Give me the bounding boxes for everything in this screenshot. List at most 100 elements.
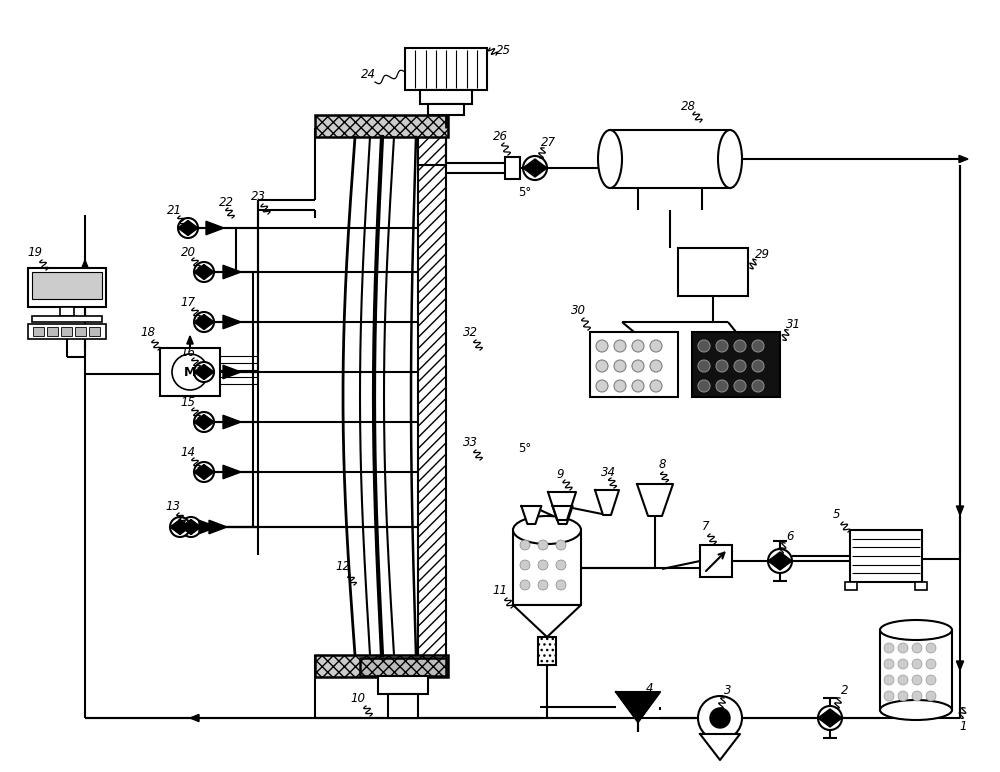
Text: 5: 5 — [833, 509, 841, 522]
Circle shape — [650, 360, 662, 372]
Text: 11: 11 — [492, 584, 508, 597]
Circle shape — [912, 675, 922, 685]
Polygon shape — [818, 709, 830, 727]
Circle shape — [172, 354, 208, 390]
Ellipse shape — [598, 130, 622, 188]
Bar — [418, 128, 446, 676]
Bar — [505, 157, 520, 179]
Bar — [420, 90, 472, 104]
Circle shape — [898, 691, 908, 701]
Circle shape — [768, 549, 792, 573]
Circle shape — [178, 218, 198, 238]
Text: 26: 26 — [492, 130, 508, 144]
Text: M: M — [184, 365, 196, 378]
Circle shape — [716, 380, 728, 392]
Circle shape — [898, 675, 908, 685]
Circle shape — [698, 696, 742, 740]
Bar — [538, 637, 556, 665]
Ellipse shape — [880, 620, 952, 640]
Ellipse shape — [513, 516, 581, 544]
Polygon shape — [223, 266, 241, 279]
Bar — [28, 268, 106, 307]
Text: 24: 24 — [360, 69, 376, 82]
Circle shape — [632, 340, 644, 352]
Bar — [678, 248, 748, 296]
Circle shape — [926, 659, 936, 669]
Bar — [360, 658, 446, 676]
Polygon shape — [209, 520, 227, 533]
Ellipse shape — [880, 700, 952, 720]
Text: 33: 33 — [462, 435, 478, 449]
Text: 18: 18 — [140, 326, 156, 338]
Polygon shape — [204, 415, 214, 429]
Circle shape — [752, 360, 764, 372]
Circle shape — [898, 659, 908, 669]
Circle shape — [596, 360, 608, 372]
Circle shape — [614, 360, 626, 372]
Circle shape — [523, 156, 547, 180]
Circle shape — [614, 340, 626, 352]
Text: 8: 8 — [658, 459, 666, 472]
Text: 6: 6 — [786, 530, 794, 543]
Polygon shape — [956, 506, 964, 515]
Circle shape — [884, 691, 894, 701]
Text: 5°: 5° — [518, 442, 532, 455]
Polygon shape — [768, 552, 780, 570]
Polygon shape — [535, 159, 547, 177]
Polygon shape — [187, 336, 193, 344]
Text: 2: 2 — [841, 685, 849, 697]
Text: 34: 34 — [600, 466, 616, 479]
Circle shape — [698, 360, 710, 372]
Circle shape — [818, 706, 842, 730]
Circle shape — [884, 659, 894, 669]
Circle shape — [556, 540, 566, 550]
Polygon shape — [595, 490, 619, 515]
Circle shape — [734, 380, 746, 392]
Polygon shape — [223, 365, 241, 379]
Bar — [845, 582, 857, 590]
Circle shape — [556, 580, 566, 590]
Text: 19: 19 — [28, 246, 42, 259]
Polygon shape — [223, 315, 241, 329]
Polygon shape — [199, 520, 217, 533]
Circle shape — [181, 517, 201, 537]
Circle shape — [194, 362, 214, 382]
Polygon shape — [180, 520, 190, 534]
Circle shape — [926, 675, 936, 685]
Circle shape — [752, 380, 764, 392]
Bar — [160, 348, 220, 396]
Bar — [28, 324, 106, 340]
Bar — [692, 332, 780, 397]
Text: 4: 4 — [646, 682, 654, 696]
Circle shape — [520, 560, 530, 570]
Bar — [700, 545, 732, 577]
Bar — [47, 327, 58, 337]
Bar — [915, 582, 927, 590]
Polygon shape — [637, 484, 673, 516]
Polygon shape — [956, 661, 964, 670]
Polygon shape — [616, 692, 660, 722]
Circle shape — [170, 517, 190, 537]
Bar — [880, 630, 952, 710]
Bar — [75, 327, 86, 337]
Polygon shape — [548, 492, 576, 520]
Text: 9: 9 — [556, 468, 564, 480]
Polygon shape — [190, 714, 199, 722]
Polygon shape — [513, 605, 581, 637]
Text: 1: 1 — [959, 720, 967, 733]
Circle shape — [752, 340, 764, 352]
Polygon shape — [170, 520, 180, 534]
Polygon shape — [204, 265, 214, 279]
Circle shape — [912, 643, 922, 653]
Circle shape — [194, 462, 214, 482]
Circle shape — [194, 312, 214, 332]
Circle shape — [716, 360, 728, 372]
Text: 23: 23 — [250, 191, 266, 204]
Polygon shape — [830, 709, 842, 727]
Circle shape — [716, 340, 728, 352]
Circle shape — [884, 643, 894, 653]
Circle shape — [710, 708, 730, 728]
Bar — [590, 332, 678, 397]
Bar — [850, 530, 922, 582]
Bar — [32, 317, 102, 323]
